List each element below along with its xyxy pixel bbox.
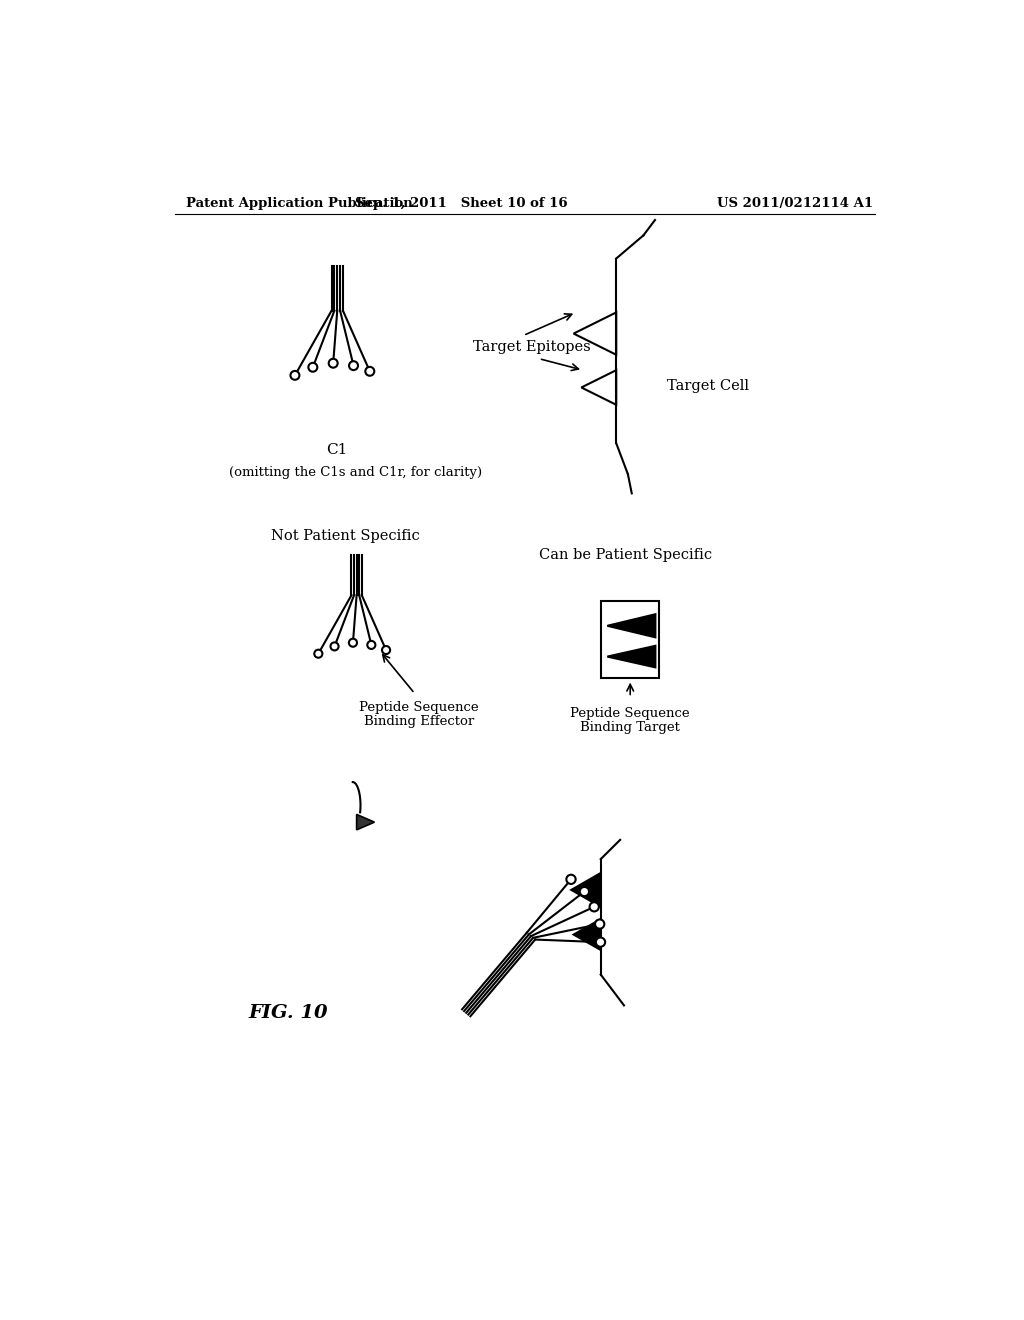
Text: Binding Effector: Binding Effector [364,715,474,729]
Circle shape [590,902,599,911]
Circle shape [314,649,323,657]
Circle shape [308,363,317,372]
Circle shape [349,362,358,370]
Text: Can be Patient Specific: Can be Patient Specific [539,548,712,562]
Polygon shape [356,814,375,830]
Circle shape [580,887,589,896]
Polygon shape [571,873,601,907]
Circle shape [382,645,390,655]
Text: Not Patient Specific: Not Patient Specific [271,529,420,543]
Text: Target Cell: Target Cell [667,379,749,392]
Circle shape [329,359,338,368]
Text: FIG. 10: FIG. 10 [248,1005,328,1022]
Circle shape [291,371,299,380]
Polygon shape [607,614,655,638]
Circle shape [331,643,339,651]
Text: Target Epitopes: Target Epitopes [473,341,591,354]
Circle shape [366,367,375,376]
Bar [601,601,659,678]
Text: Peptide Sequence: Peptide Sequence [570,706,690,719]
Text: US 2011/0212114 A1: US 2011/0212114 A1 [717,197,873,210]
Text: C1: C1 [327,444,348,457]
Circle shape [595,920,604,929]
Circle shape [368,642,376,649]
Polygon shape [573,919,601,950]
Polygon shape [607,645,655,668]
Text: Patent Application Publication: Patent Application Publication [186,197,413,210]
Circle shape [566,875,575,884]
Text: (omitting the C1s and C1r, for clarity): (omitting the C1s and C1r, for clarity) [228,466,482,479]
Text: Sep. 1, 2011   Sheet 10 of 16: Sep. 1, 2011 Sheet 10 of 16 [355,197,567,210]
Circle shape [596,937,605,946]
Text: Peptide Sequence: Peptide Sequence [358,701,478,714]
Text: Binding Target: Binding Target [581,721,680,734]
Circle shape [349,639,357,647]
